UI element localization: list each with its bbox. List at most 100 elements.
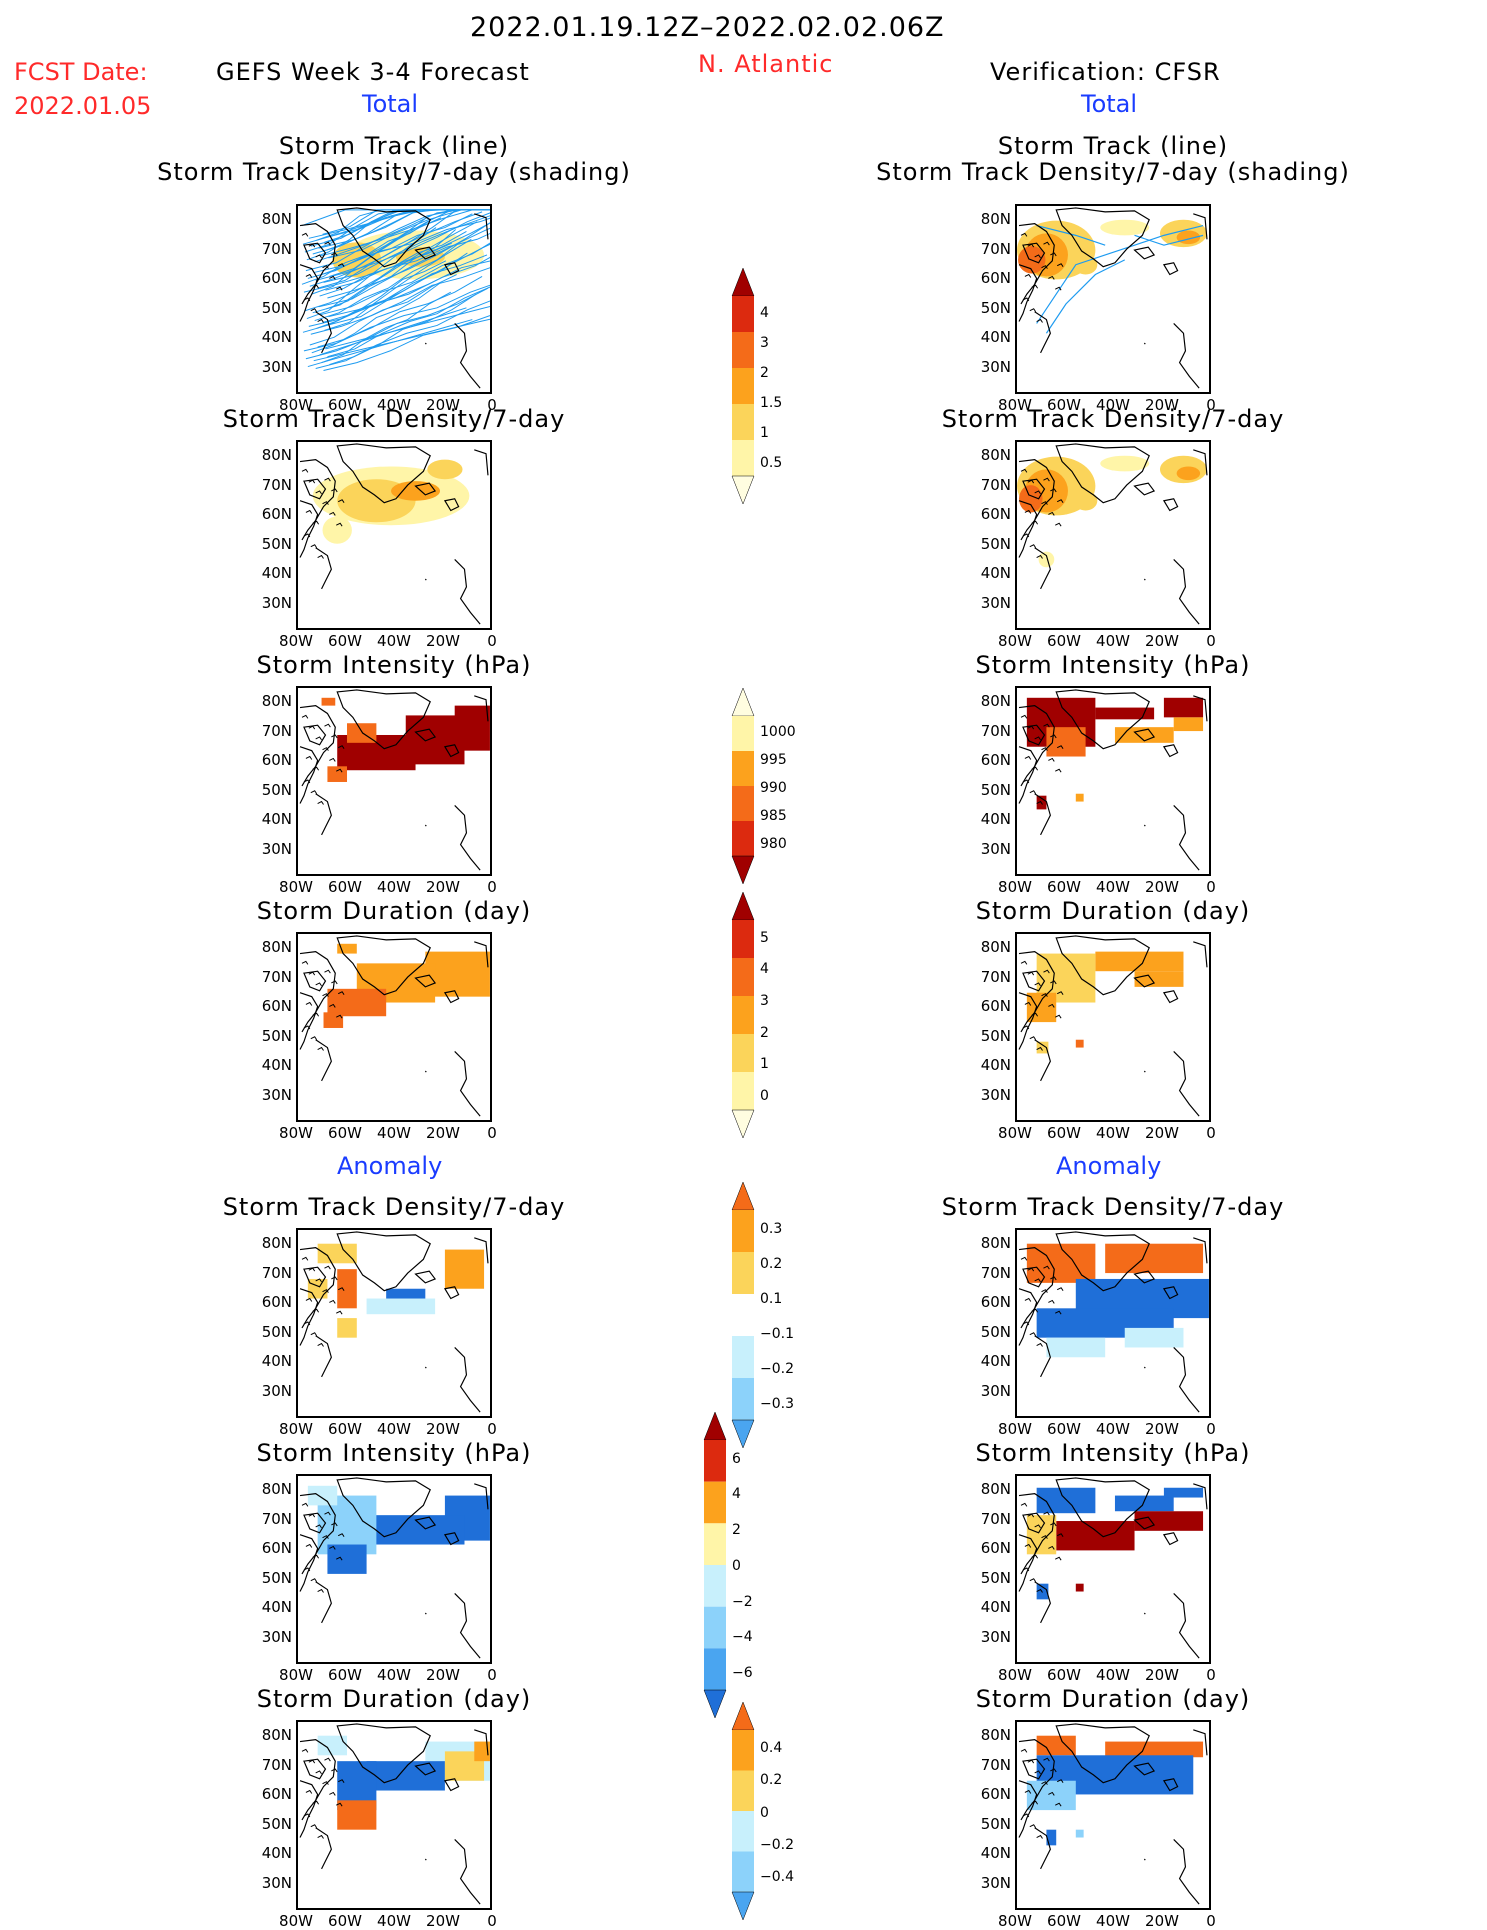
coastline [303, 1025, 311, 1030]
coastline [1031, 1308, 1039, 1313]
coastline [312, 1308, 320, 1313]
latitude-tick-label: 30N [980, 1085, 1011, 1104]
latitude-tick-label: 60N [261, 751, 292, 769]
map-svg [299, 935, 490, 1117]
coastline [1022, 297, 1030, 302]
coastline [301, 960, 309, 965]
shading-cell [1046, 1829, 1057, 1846]
longitude-tick-label: 80W [279, 1666, 313, 1684]
coastline [299, 223, 336, 305]
storm-track-line [306, 227, 437, 320]
panel-title: Storm Track Density/7-day [222, 405, 566, 433]
coastline [310, 544, 318, 548]
coastline [1043, 969, 1050, 974]
coastline [1029, 1332, 1037, 1336]
coastline [299, 992, 319, 1050]
coastline [322, 1535, 329, 1539]
coastline [1018, 500, 1038, 558]
coastline [1018, 1247, 1055, 1329]
longitude-tick-label: 0 [1206, 396, 1216, 414]
storm-track-line [1134, 234, 1204, 246]
latitude-tick-label: 80N [980, 210, 1011, 228]
latitude-tick-label: 30N [261, 1627, 292, 1646]
latitude-tick-label: 30N [980, 1873, 1011, 1892]
coastline [1043, 1757, 1050, 1762]
density-shading [427, 459, 463, 480]
latitude-tick-label: 40N [261, 1844, 292, 1862]
coastline [1133, 974, 1156, 988]
storm-track-line [325, 301, 508, 350]
panel-title: Storm Track Density/7-day (shading) [876, 158, 1350, 186]
coastline [312, 520, 320, 525]
longitude-tick-label: 40W [377, 632, 411, 650]
coastline [317, 1342, 324, 1347]
longitude-tick-label: 60W [1047, 1420, 1081, 1438]
shading-cell [444, 1249, 485, 1289]
colorbar-tick-label: 0 [732, 1557, 741, 1574]
coastline [315, 736, 322, 741]
storm-track-line [314, 240, 462, 322]
latitude-tick-label: 70N [261, 475, 292, 494]
colorbar-tick-label: 3 [760, 335, 769, 351]
colorbar-segment [732, 1252, 754, 1294]
map-svg [1018, 1477, 1208, 1659]
latitude-tick-label: 40N [980, 1056, 1011, 1074]
coastline [424, 342, 427, 345]
map-svg [299, 1477, 490, 1659]
coastline [322, 1781, 329, 1785]
longitude-tick-label: 60W [328, 1420, 362, 1438]
colorbar-tick-label: 0.3 [760, 1220, 783, 1237]
coastline [1055, 207, 1150, 268]
latitude-tick-label: 40N [261, 564, 292, 582]
coastline [331, 980, 338, 985]
longitude-tick-label: 20W [1145, 1124, 1179, 1142]
longitude-tick-label: 0 [1206, 1124, 1216, 1142]
colorbar-segment [704, 1440, 726, 1482]
coastline [424, 1612, 427, 1615]
longitude-tick-label: 40W [1096, 878, 1130, 896]
latitude-tick-label: 80N [261, 1234, 292, 1252]
longitude-tick-label: 80W [998, 1666, 1032, 1684]
colorbar-segment [732, 1851, 754, 1892]
longitude-tick-label: 60W [328, 396, 362, 414]
coastline [1143, 1366, 1146, 1369]
storm-track-line [317, 276, 483, 348]
longitude-tick-label: 20W [1145, 1912, 1179, 1930]
longitude-tick-label: 40W [377, 1912, 411, 1930]
longitude-tick-label: 80W [279, 1420, 313, 1438]
coastline [1034, 1524, 1041, 1529]
fcst-date-label: FCST Date: [14, 58, 148, 86]
colorbar-segment [731, 475, 755, 505]
coastline [303, 1321, 311, 1326]
coastline [1133, 728, 1156, 742]
latitude-tick-label: 70N [980, 239, 1011, 258]
latitude-tick-label: 30N [980, 357, 1011, 376]
coastline [336, 286, 343, 291]
coastline [1043, 1511, 1050, 1516]
latitude-tick-label: 30N [980, 839, 1011, 858]
coastline [308, 1267, 316, 1272]
latitude-tick-label: 40N [980, 1352, 1011, 1370]
longitude-tick-label: 40W [1096, 1912, 1130, 1930]
coastline [324, 969, 331, 974]
coastline [305, 1297, 313, 1302]
latitude-tick-label: 40N [261, 810, 292, 828]
latitude-tick-label: 80N [980, 1480, 1011, 1498]
coastline [474, 213, 489, 240]
coastline [1022, 1321, 1030, 1326]
coastline [1041, 1289, 1048, 1293]
coastline [1018, 992, 1038, 1050]
longitude-tick-label: 0 [487, 878, 497, 896]
longitude-tick-label: 80W [998, 396, 1032, 414]
latitude-tick-label: 40N [261, 1056, 292, 1074]
latitude-tick-label: 40N [261, 1598, 292, 1616]
coastline [1055, 689, 1150, 750]
latitude-tick-label: 70N [980, 1263, 1011, 1282]
coastline [1022, 724, 1046, 746]
coastline [312, 1800, 320, 1805]
coastline [1193, 1729, 1208, 1756]
shading-cell [1075, 1829, 1084, 1838]
longitude-tick-label: 20W [426, 878, 460, 896]
coastline [1056, 499, 1064, 503]
colorbar-tick-label: 0.5 [760, 455, 783, 471]
